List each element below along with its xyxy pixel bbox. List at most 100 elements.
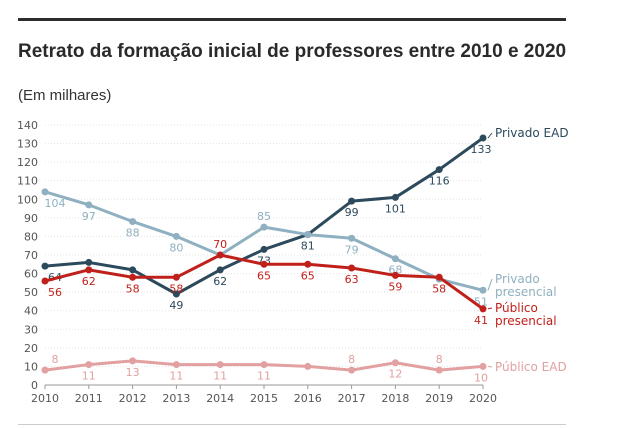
data-point-privado-presencial-2011 <box>85 201 93 209</box>
data-point-privado-ead-2014 <box>216 266 224 274</box>
data-point-privado-ead-2013 <box>172 290 180 298</box>
data-point-publico-presencial-2013 <box>172 273 180 281</box>
data-point-privado-presencial-2018 <box>391 255 399 263</box>
y-tick-label-100: 100 <box>17 193 38 206</box>
data-point-publico-ead-2010 <box>41 366 49 374</box>
y-tick-label-130: 130 <box>17 138 38 151</box>
data-point-privado-presencial-2012 <box>129 218 137 226</box>
data-point-privado-presencial-2020 <box>479 286 487 294</box>
data-label-privado-ead-2020: 133 <box>471 143 492 156</box>
data-label-publico-presencial-2017: 63 <box>345 273 359 286</box>
data-label-publico-presencial-2016: 65 <box>301 269 315 282</box>
data-point-publico-presencial-2018 <box>391 271 399 279</box>
data-label-publico-presencial-2012: 58 <box>126 282 140 295</box>
data-label-publico-ead-2014: 11 <box>213 370 227 383</box>
data-label-publico-ead-2015: 11 <box>257 370 271 383</box>
data-point-privado-presencial-2013 <box>172 232 180 240</box>
x-tick-label-2010: 2010 <box>31 392 59 405</box>
x-tick-label-2019: 2019 <box>425 392 453 405</box>
chart-title: Retrato da formação inicial de professor… <box>18 41 567 62</box>
data-point-privado-ead-2011 <box>85 258 93 266</box>
series-leader-publico-ead <box>487 365 493 368</box>
data-point-publico-presencial-2019 <box>435 273 443 281</box>
x-tick-label-2013: 2013 <box>162 392 190 405</box>
data-point-publico-ead-2018 <box>391 359 399 367</box>
data-label-privado-ead-2014: 62 <box>213 275 227 288</box>
x-tick-label-2011: 2011 <box>75 392 103 405</box>
data-point-publico-ead-2017 <box>348 366 356 374</box>
data-point-privado-presencial-2017 <box>348 234 356 242</box>
y-tick-label-60: 60 <box>24 268 38 281</box>
data-label-publico-presencial-2018: 59 <box>388 280 402 293</box>
data-point-privado-ead-2012 <box>129 266 137 274</box>
data-point-publico-presencial-2011 <box>85 266 93 274</box>
x-tick-label-2014: 2014 <box>206 392 234 405</box>
data-label-publico-presencial-2014: 70 <box>213 238 227 251</box>
chart-subtitle: (Em milhares) <box>18 87 112 104</box>
series-label-privado-ead: Privado EAD <box>495 126 569 140</box>
data-label-privado-ead-2016: 81 <box>301 240 315 253</box>
x-tick-label-2018: 2018 <box>381 392 409 405</box>
data-label-privado-ead-2017: 99 <box>345 206 359 219</box>
data-point-publico-ead-2020 <box>479 362 487 370</box>
data-point-publico-presencial-2010 <box>41 277 49 285</box>
data-point-publico-presencial-2020 <box>479 305 487 313</box>
data-label-privado-presencial-2013: 80 <box>169 241 183 254</box>
data-label-privado-presencial-2010: 104 <box>45 197 66 210</box>
data-label-privado-presencial-2017: 79 <box>345 243 359 256</box>
y-tick-label-10: 10 <box>24 360 38 373</box>
data-point-privado-presencial-2015 <box>260 223 268 231</box>
data-label-publico-presencial-2020: 41 <box>474 314 488 327</box>
data-point-publico-presencial-2015 <box>260 260 268 268</box>
data-point-privado-ead-2019 <box>435 166 443 174</box>
data-label-privado-ead-2019: 116 <box>429 175 450 188</box>
data-label-privado-ead-2013: 49 <box>169 299 183 312</box>
data-point-publico-ead-2014 <box>216 361 224 369</box>
data-point-publico-presencial-2016 <box>304 260 312 268</box>
x-tick-label-2017: 2017 <box>338 392 366 405</box>
data-label-publico-ead-2019: 8 <box>436 353 443 366</box>
data-point-publico-presencial-2014 <box>216 251 224 259</box>
data-label-publico-ead-2017: 8 <box>348 353 355 366</box>
data-label-publico-ead-2020: 10 <box>474 371 488 384</box>
data-point-privado-ead-2010 <box>41 262 49 270</box>
series-leader-privado-ead <box>487 132 493 139</box>
y-tick-label-30: 30 <box>24 323 38 336</box>
data-point-publico-ead-2011 <box>85 361 93 369</box>
series-label-publico-ead: Público EAD <box>495 360 567 374</box>
y-tick-label-140: 140 <box>17 119 38 132</box>
data-point-privado-ead-2018 <box>391 193 399 201</box>
x-tick-label-2012: 2012 <box>119 392 147 405</box>
data-point-privado-presencial-2016 <box>304 231 312 239</box>
series-leader-privado-presencial <box>487 278 493 291</box>
data-label-publico-presencial-2011: 62 <box>82 275 96 288</box>
data-point-publico-ead-2016 <box>304 362 312 370</box>
series-leader-publico-presencial <box>487 307 493 310</box>
data-label-privado-presencial-2012: 88 <box>126 227 140 240</box>
data-label-publico-ead-2010: 8 <box>52 353 59 366</box>
data-label-publico-ead-2018: 12 <box>388 368 402 381</box>
data-point-publico-ead-2013 <box>172 361 180 369</box>
y-tick-label-0: 0 <box>31 379 38 392</box>
x-tick-label-2016: 2016 <box>294 392 322 405</box>
data-label-publico-presencial-2013: 58 <box>169 282 183 295</box>
y-tick-label-20: 20 <box>24 342 38 355</box>
data-label-privado-presencial-2015: 85 <box>257 210 271 223</box>
y-tick-label-120: 120 <box>17 156 38 169</box>
data-point-publico-presencial-2012 <box>129 273 137 281</box>
data-label-publico-ead-2013: 11 <box>169 370 183 383</box>
data-point-privado-ead-2015 <box>260 245 268 253</box>
data-point-publico-presencial-2017 <box>348 264 356 272</box>
data-label-publico-ead-2012: 13 <box>126 366 140 379</box>
data-point-privado-ead-2017 <box>348 197 356 205</box>
data-label-publico-presencial-2019: 58 <box>432 282 446 295</box>
y-tick-label-40: 40 <box>24 305 38 318</box>
data-point-publico-ead-2015 <box>260 361 268 369</box>
top-rule <box>18 18 566 21</box>
y-tick-label-90: 90 <box>24 212 38 225</box>
series-label-privado-presencial: Privado presencial <box>495 272 557 299</box>
series-label-publico-presencial: Público presencial <box>495 301 557 328</box>
x-tick-label-2020: 2020 <box>469 392 497 405</box>
